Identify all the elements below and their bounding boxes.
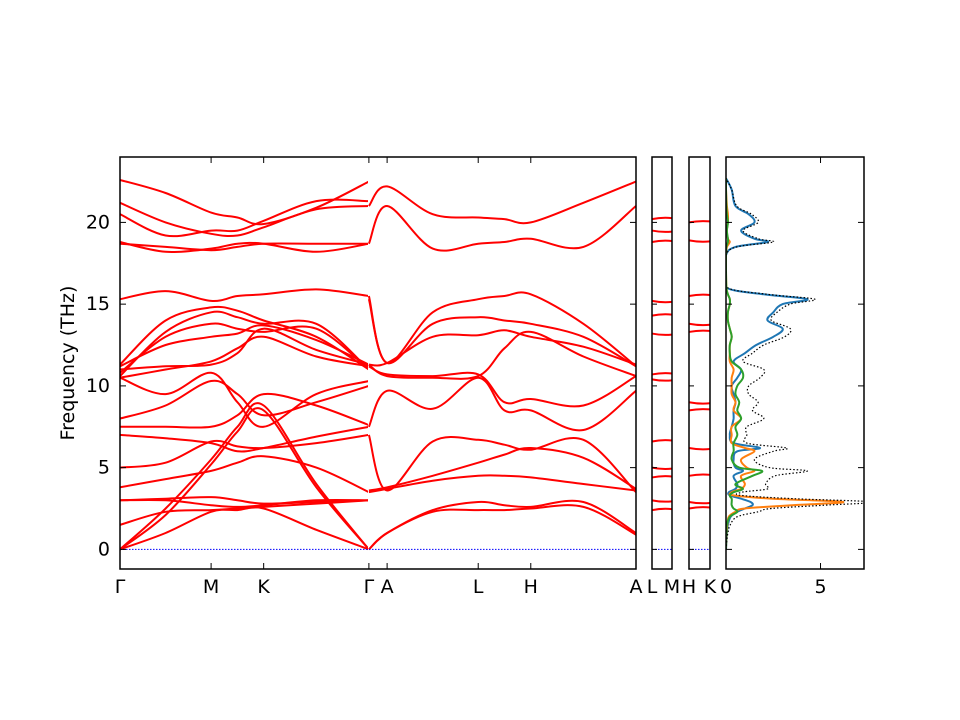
band-lines-segment-2 — [368, 180, 636, 551]
detail-level — [651, 499, 673, 503]
y-axis-label: Frequency (THz) — [57, 286, 79, 441]
detail-hk-levels — [688, 220, 711, 550]
band-segment_1-1 — [120, 407, 368, 551]
band-segment_1-9 — [120, 392, 368, 429]
dos-x-tick-label: 0 — [720, 576, 732, 598]
band-segment_1-23 — [120, 178, 368, 226]
band-segment_1-8 — [120, 425, 368, 453]
band-segment_1-13 — [120, 327, 368, 371]
band-segment_1-6 — [120, 455, 368, 493]
detail-lm-levels — [651, 216, 673, 550]
band-segment_1-20 — [120, 241, 368, 254]
dos-series-3 — [726, 178, 864, 550]
x-tick-label: L — [473, 576, 484, 598]
x-tick-label: A — [630, 576, 643, 598]
band-segment_1-18 — [120, 288, 368, 302]
x-tick-label: Γ — [115, 576, 126, 598]
detail-hk-frame — [688, 156, 711, 570]
detail-level — [688, 500, 711, 505]
detail-level — [688, 408, 711, 412]
band-panel-frame — [119, 156, 637, 570]
band-segment_1-2 — [120, 506, 368, 551]
band-segment_2-2 — [368, 474, 636, 494]
band-segment_1-14 — [120, 324, 368, 368]
detail-level — [651, 378, 673, 382]
y-tick-label: 0 — [98, 538, 110, 560]
detail-level — [651, 313, 673, 317]
detail-level — [651, 372, 673, 376]
band-segment_1-12 — [120, 335, 368, 379]
tick-label-m: M — [664, 576, 680, 598]
band-segment_1-21 — [120, 201, 368, 238]
band-lines-segment-1 — [120, 178, 368, 551]
band-segment_2-10 — [368, 291, 636, 368]
detail-level — [651, 507, 673, 512]
y-axis-ticks: 0 5 10 15 20 — [86, 211, 636, 560]
band-segment_1-5 — [120, 496, 368, 505]
detail-level — [651, 332, 673, 336]
y-tick-label: 10 — [86, 375, 110, 397]
detail-panel-hk: H K — [682, 156, 717, 598]
band-segment_1-7 — [120, 434, 368, 469]
tick-label-l: L — [647, 576, 658, 598]
x-tick-label: H — [524, 576, 538, 598]
detail-level — [688, 239, 711, 243]
band-segment_2-0 — [368, 499, 636, 551]
detail-level — [651, 439, 673, 443]
y-tick-label: 15 — [86, 293, 110, 315]
band-segment_1-0 — [120, 402, 368, 551]
band-segment_2-11 — [368, 205, 636, 252]
band-segment_1-15 — [120, 322, 368, 374]
detail-level — [688, 473, 711, 477]
band-segment_2-6 — [368, 365, 636, 408]
detail-level — [651, 475, 673, 479]
detail-level — [688, 293, 711, 297]
band-segment_1-4 — [120, 498, 368, 508]
dos-curves — [726, 177, 864, 550]
dos-x-tick-label: 5 — [814, 576, 826, 598]
detail-level — [651, 239, 673, 243]
y-tick-label: 20 — [86, 211, 110, 233]
band-segment_2-4 — [368, 434, 636, 493]
band-segment_2-8 — [368, 329, 636, 367]
x-tick-label: A — [381, 576, 394, 598]
tick-label-k: K — [704, 576, 717, 598]
band-segment_1-16 — [120, 310, 368, 377]
detail-lm-frame — [651, 156, 673, 570]
band-segment_1-10 — [120, 379, 368, 420]
detail-level — [688, 329, 711, 333]
x-tick-label: M — [203, 576, 219, 598]
band-segment_2-3 — [368, 446, 636, 492]
detail-panel-lm: L M — [647, 156, 680, 598]
band-segment_1-17 — [120, 305, 368, 371]
detail-level — [651, 229, 673, 233]
band-segment_1-22 — [120, 198, 368, 238]
band-segment_1-19 — [120, 242, 368, 252]
band-segment_2-12 — [368, 180, 636, 225]
band-segment_1-11 — [120, 371, 368, 428]
detail-level — [651, 216, 673, 221]
band-segment_2-5 — [368, 376, 636, 432]
band-segment_2-7 — [368, 330, 636, 380]
y-tick-label: 5 — [98, 457, 110, 479]
detail-level — [688, 447, 711, 451]
band-segment_2-1 — [368, 504, 636, 551]
detail-level — [688, 322, 711, 327]
detail-level — [651, 299, 673, 304]
band-segment_1-3 — [120, 499, 368, 526]
x-tick-label: Γ — [364, 576, 375, 598]
detail-level — [688, 506, 711, 510]
x-tick-label: K — [257, 576, 270, 598]
dos-panel-frame — [725, 156, 865, 570]
tick-label-h: H — [682, 576, 696, 598]
detail-level — [688, 401, 711, 405]
